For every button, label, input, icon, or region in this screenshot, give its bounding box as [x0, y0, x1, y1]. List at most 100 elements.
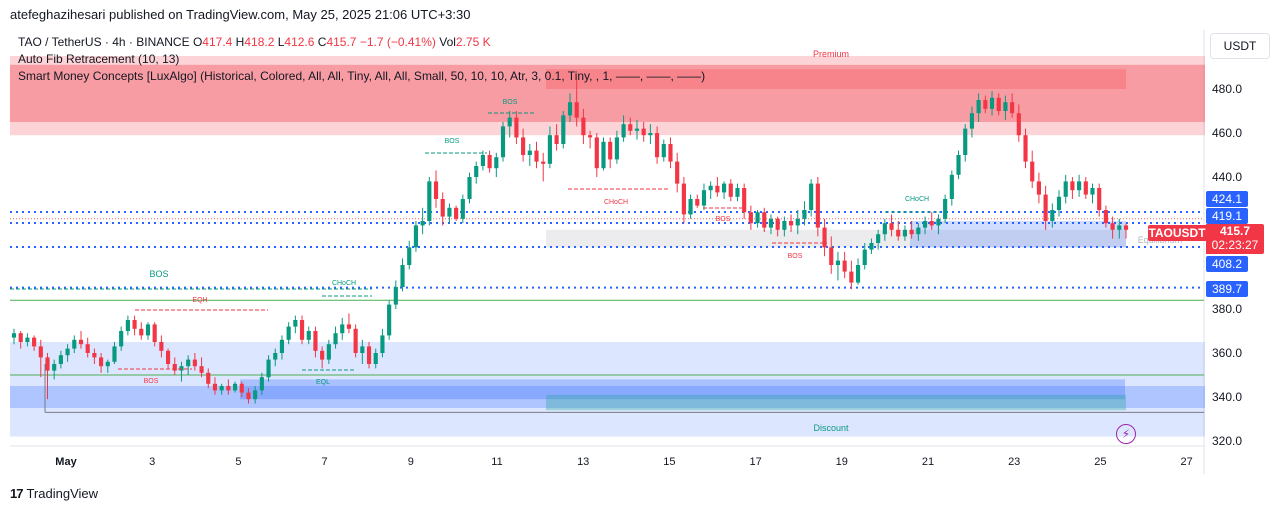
indicator-fib-legend[interactable]: Auto Fib Retracement (10, 13)	[18, 52, 180, 66]
candle-body	[172, 364, 177, 371]
candle	[494, 152, 499, 177]
discount-zone-inner	[10, 386, 1205, 408]
candle	[715, 177, 720, 197]
candle-body	[655, 133, 660, 158]
candle-body	[487, 155, 492, 169]
candle	[634, 119, 640, 140]
price-axis-tick: 340.0	[1212, 390, 1242, 404]
candle-body	[735, 188, 740, 197]
candle-body	[755, 212, 760, 224]
candle	[360, 339, 365, 364]
candle-body	[855, 265, 861, 283]
candle-body	[775, 218, 780, 230]
candle-body	[239, 383, 244, 393]
candle	[1090, 183, 1095, 204]
candle	[876, 229, 881, 250]
candle-body	[514, 117, 519, 138]
low-value: 412.6	[284, 35, 315, 49]
candle-body	[869, 243, 874, 250]
candle	[232, 381, 238, 393]
close-label: C	[317, 35, 327, 49]
candle	[943, 194, 948, 224]
candle-body	[494, 157, 499, 169]
order-block-teal	[546, 394, 1126, 411]
candle	[641, 122, 646, 142]
price-axis-tick: 320.0	[1212, 434, 1242, 448]
candle-body	[232, 383, 238, 391]
candle	[842, 251, 847, 279]
candle-body	[259, 377, 264, 391]
candle-body	[708, 185, 713, 191]
candle	[855, 258, 861, 285]
candle-body	[889, 223, 894, 230]
candle	[1110, 216, 1115, 239]
time-axis-tick: 3	[149, 456, 155, 468]
candle-body	[85, 344, 90, 353]
candle-body	[400, 265, 405, 287]
candle-body	[427, 181, 432, 221]
candle-body	[581, 117, 586, 136]
indicator-smc-legend[interactable]: Smart Money Concepts [LuxAlgo] (Historic…	[18, 69, 706, 83]
candle	[179, 361, 184, 382]
symbol-name[interactable]: TAO / TetherUS · 4h · BINANCE	[18, 35, 190, 49]
candle-body	[1110, 223, 1115, 230]
candle-body	[192, 359, 197, 367]
candle-body	[299, 320, 305, 340]
candle-body	[675, 161, 680, 184]
candle-body	[574, 102, 579, 118]
candle	[621, 115, 626, 142]
candle	[561, 111, 566, 149]
candle	[956, 150, 961, 180]
candle	[775, 216, 780, 237]
candle	[72, 335, 77, 353]
candle-body	[661, 144, 666, 158]
candle	[1043, 185, 1048, 230]
candle	[829, 236, 834, 274]
candle	[427, 177, 432, 226]
candle-body	[25, 337, 30, 342]
structure-label-bos: BOS	[144, 378, 159, 385]
lightning-icon[interactable]: ⚡	[1116, 424, 1136, 444]
candle-body	[179, 366, 184, 371]
candle	[534, 141, 539, 169]
candle	[762, 207, 767, 232]
candle	[407, 240, 412, 270]
candle	[1030, 150, 1035, 188]
candle	[480, 150, 485, 171]
candle	[514, 111, 519, 144]
candle-body	[668, 144, 673, 162]
currency-button[interactable]: USDT	[1210, 33, 1270, 59]
candle-body	[447, 207, 452, 217]
candle	[1123, 223, 1129, 239]
candle-body	[701, 190, 707, 206]
candle-body	[795, 218, 800, 226]
structure-label-bos: BOS	[149, 269, 168, 279]
candle-body	[1016, 113, 1021, 136]
candle-body	[206, 372, 211, 384]
candle	[976, 93, 981, 122]
candle	[708, 181, 713, 199]
candle-body	[500, 126, 506, 158]
time-axis-tick: 9	[408, 456, 414, 468]
candle-body	[226, 386, 231, 391]
candle	[795, 210, 800, 235]
time-axis-tick: May	[55, 456, 77, 468]
candle-body	[387, 304, 392, 336]
candle-body	[454, 207, 459, 219]
candle-body	[253, 390, 258, 400]
time-axis-tick: 5	[235, 456, 241, 468]
candle-body	[916, 227, 921, 235]
candle	[996, 93, 1001, 116]
structure-label-eql: EQL	[316, 379, 330, 386]
time-axis-tick: 11	[491, 456, 502, 468]
footer-brand[interactable]: 17 TradingView	[10, 486, 98, 501]
candle-body	[125, 320, 130, 331]
candle-body	[219, 386, 224, 391]
candle-body	[815, 183, 820, 228]
candle	[869, 238, 874, 254]
symbol-legend[interactable]: TAO / TetherUS · 4h · BINANCE O417.4 H41…	[18, 35, 491, 49]
candle	[922, 216, 928, 235]
price-axis-tick: 380.0	[1212, 302, 1242, 316]
